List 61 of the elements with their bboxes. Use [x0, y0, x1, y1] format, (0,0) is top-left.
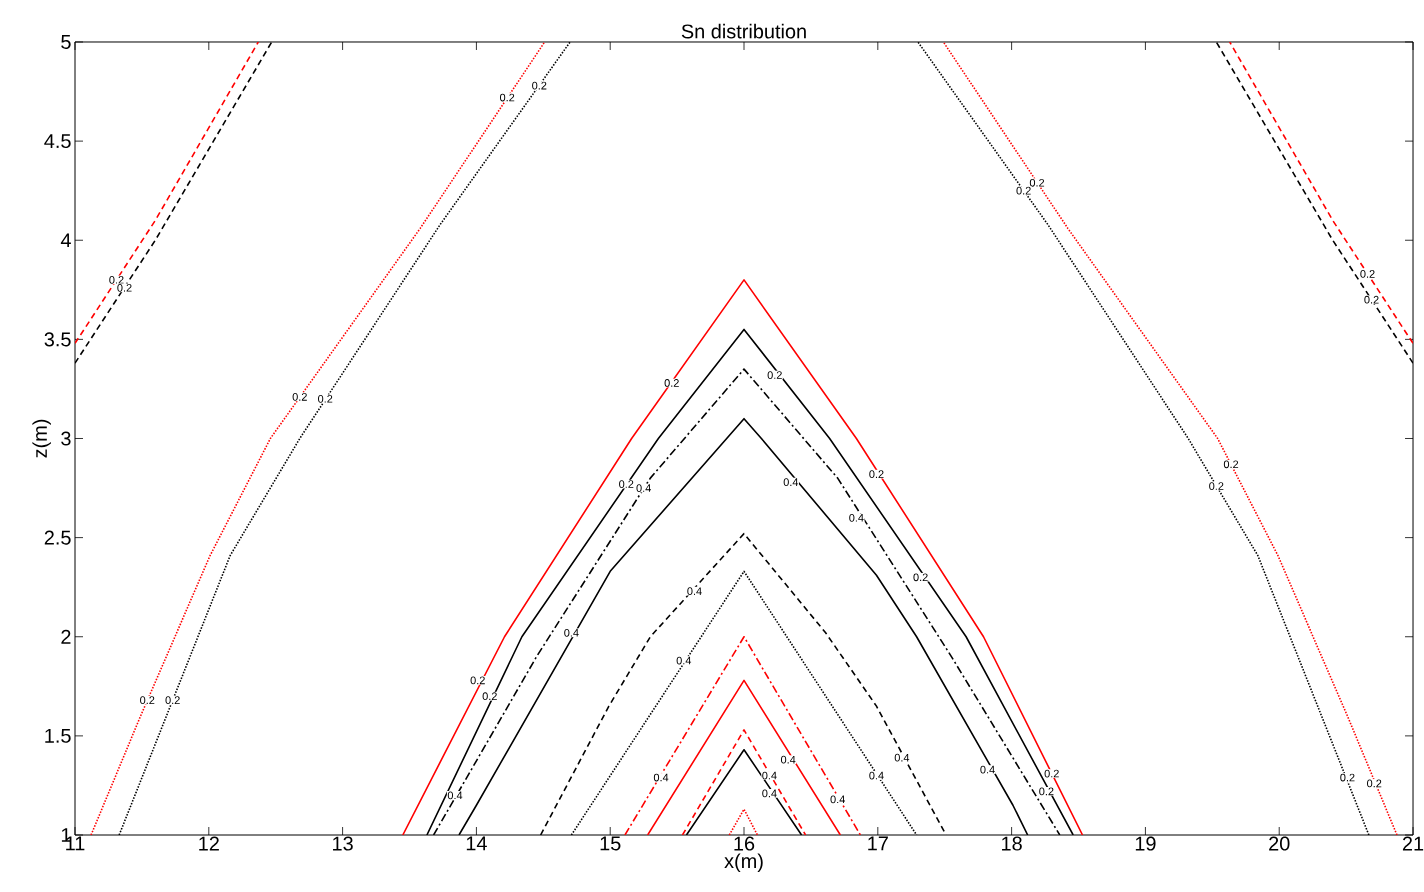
annotation: 0.4: [849, 513, 864, 522]
annotation: 0.2: [318, 394, 333, 403]
y-tick-label: 3: [61, 431, 71, 446]
annotation: 0.2: [109, 276, 124, 284]
annotation: 0.2: [1209, 482, 1224, 490]
annotation: 0.4: [830, 795, 845, 804]
annotation: 0.2: [767, 371, 782, 379]
x-tick-label: 13: [333, 836, 353, 851]
y-tick-label: 3.5: [44, 332, 71, 347]
x-tick-label: 19: [1135, 836, 1156, 851]
y-tick-label: 5: [61, 35, 71, 49]
x-tick-label: 17: [868, 836, 888, 851]
annotation: 0.2: [1223, 460, 1239, 469]
x-tick-label: 15: [600, 836, 621, 851]
annotation: 0.2: [1029, 178, 1045, 187]
annotation: 0.2: [532, 81, 547, 90]
annotation: 0.4: [762, 789, 777, 798]
y-tick-label: 2.5: [44, 530, 71, 545]
annotation: 0.4: [687, 587, 702, 596]
annotation: 0.2: [165, 696, 180, 705]
y-tick-label: 2: [61, 629, 71, 644]
annotation: 0.4: [980, 765, 995, 774]
annotation: 0.2: [1016, 186, 1031, 195]
annotation: 0.2: [1367, 779, 1382, 788]
x-tick-label: 18: [1002, 836, 1022, 851]
annotation: 0.2: [1360, 270, 1375, 278]
x-axis-title: x(m): [724, 853, 763, 873]
annotation: 0.2: [1340, 773, 1355, 782]
annotation: 0.2: [292, 393, 307, 401]
y-tick-label: 4: [60, 233, 71, 248]
annotation: 0.4: [653, 773, 669, 782]
annotation: 0.4: [869, 771, 884, 780]
annotation: 0.2: [1039, 787, 1054, 796]
annotation: 0.4: [447, 791, 463, 800]
x-tick-label: 16: [734, 836, 755, 851]
annotation: 0.4: [783, 478, 799, 486]
annotation: 0.2: [913, 573, 928, 582]
annotation: 0.4: [676, 656, 692, 665]
annotation: 0.4: [780, 755, 796, 764]
annotation: 0.2: [140, 696, 155, 705]
chart-title: Sn distribution: [681, 23, 806, 39]
annotation: 0.4: [762, 771, 777, 780]
x-tick-label: 14: [466, 836, 487, 851]
x-tick-label: 20: [1269, 836, 1290, 851]
annotation: 0.2: [869, 470, 884, 479]
x-tick-label: 12: [199, 836, 219, 851]
annotation: 0.2: [619, 480, 634, 488]
annotation: 0.2: [1364, 295, 1379, 304]
annotation: 0.2: [499, 93, 515, 102]
annotation: 0.2: [664, 379, 679, 387]
annotation: 0.2: [1044, 769, 1059, 778]
annotation: 0.2: [117, 283, 132, 292]
x-tick-label: 21: [1402, 836, 1424, 851]
annotation: 0.4: [564, 628, 579, 637]
annotation: 0.4: [894, 753, 910, 762]
annotation: 0.2: [470, 676, 485, 685]
y-axis-title: z(m): [32, 419, 51, 458]
y-tick-label: 1.5: [45, 728, 71, 743]
annotation: 0.2: [482, 692, 497, 701]
annotation: 0.4: [636, 484, 651, 492]
y-tick-label: 4.5: [44, 134, 71, 149]
